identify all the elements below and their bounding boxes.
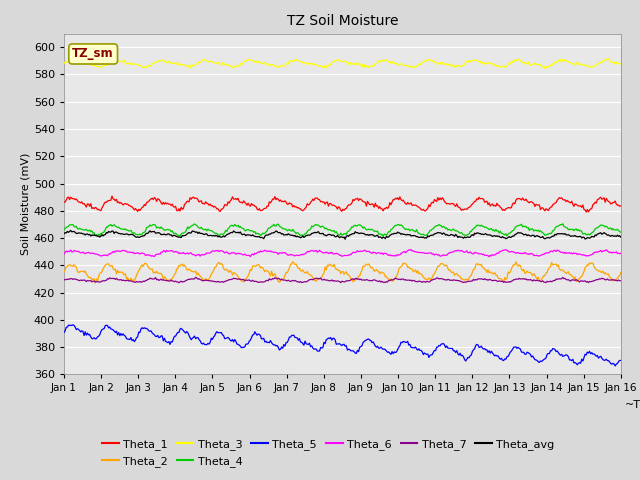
Y-axis label: Soil Moisture (mV): Soil Moisture (mV)	[21, 153, 31, 255]
X-axis label: ~Time: ~Time	[625, 400, 640, 410]
Title: TZ Soil Moisture: TZ Soil Moisture	[287, 14, 398, 28]
Legend: Theta_1, Theta_2, Theta_3, Theta_4, Theta_5, Theta_6, Theta_7, Theta_avg: Theta_1, Theta_2, Theta_3, Theta_4, Thet…	[97, 435, 559, 471]
Text: TZ_sm: TZ_sm	[72, 48, 114, 60]
